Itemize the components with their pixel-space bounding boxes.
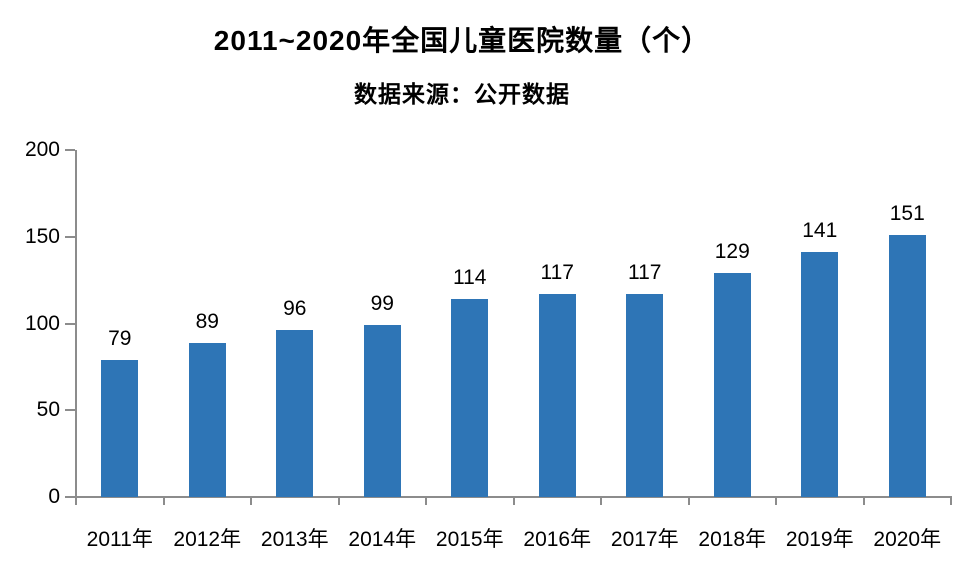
y-tick (65, 149, 75, 151)
x-tick (950, 497, 952, 505)
bar (538, 294, 576, 497)
x-tick-label: 2018年 (698, 528, 767, 551)
bar-value-label: 96 (283, 297, 307, 320)
chart-subtitle: 数据来源：公开数据 (354, 81, 570, 107)
x-tick (75, 497, 77, 505)
x-tick-label: 2015年 (435, 528, 504, 551)
bar-group: 114 (426, 150, 514, 497)
bar (801, 252, 839, 497)
bar-group: 96 (251, 150, 339, 497)
y-axis-line (75, 150, 77, 498)
bar (101, 360, 139, 497)
bar-value-label: 79 (108, 327, 132, 350)
y-tick-label: 150 (24, 224, 60, 248)
x-tick (600, 497, 602, 505)
y-tick (65, 409, 75, 412)
bar-value-label: 151 (889, 202, 925, 225)
bar (713, 273, 751, 497)
x-tick-label: 2016年 (523, 528, 592, 551)
x-tick-label: 2011年 (86, 528, 153, 551)
x-tick (250, 497, 252, 505)
y-tick (65, 322, 75, 325)
x-tick (512, 497, 515, 505)
bar-value-label: 117 (628, 261, 662, 284)
y-axis-ticks: 0 50 100 150 200 (25, 138, 951, 508)
x-tick-label: 2012年 (173, 528, 242, 551)
y-tick-label: 0 (48, 485, 60, 508)
chart-title: 2011~2020年全国儿童医院数量（个） (213, 25, 711, 56)
bar-group: 117 (514, 150, 602, 497)
bar-group: 141 (776, 150, 864, 497)
bar-group: 99 (339, 150, 427, 497)
y-tick (65, 496, 75, 498)
bar-value-label: 117 (540, 261, 574, 284)
plot-area: 0 50 100 150 200 79 89 96 99 114 117 117 129 141 151 (25, 138, 952, 508)
bar-group: 129 (689, 150, 777, 497)
x-tick (687, 497, 690, 505)
bar (888, 235, 926, 497)
bar-value-label: 99 (370, 292, 394, 315)
bar-value-label: 141 (802, 219, 838, 242)
bar (451, 299, 489, 497)
bar-value-label: 129 (714, 240, 750, 263)
bar (626, 294, 664, 497)
y-tick-label: 200 (24, 138, 60, 161)
bar-group: 117 (601, 150, 689, 497)
bar-value-label: 114 (453, 266, 487, 289)
x-tick (162, 497, 165, 505)
y-tick-label: 50 (36, 398, 60, 422)
x-axis-ticks (75, 150, 952, 505)
bar-group: 79 (76, 150, 164, 497)
x-tick-label: 2020年 (873, 528, 942, 551)
y-tick (65, 235, 75, 238)
x-tick-label: 2013年 (260, 528, 329, 551)
x-tick-label: 2019年 (785, 528, 854, 551)
bar-group: 151 (864, 150, 952, 497)
bar (188, 343, 226, 497)
bar-group: 89 (164, 150, 252, 497)
bar (363, 325, 401, 497)
x-tick-label: 2017年 (610, 528, 679, 551)
x-tick (775, 497, 777, 505)
x-axis-labels: 2011年 2012年 2013年 2014年 2015年 2016年 2017年 2018年… (76, 527, 951, 553)
x-tick (337, 497, 340, 505)
bar-value-label: 89 (195, 310, 219, 333)
x-tick (425, 497, 427, 505)
y-tick-label: 100 (24, 311, 60, 335)
x-tick-label: 2014年 (348, 528, 417, 551)
bar (276, 330, 314, 497)
bars-container: 79 89 96 99 114 117 117 129 141 151 (76, 150, 951, 497)
x-tick (862, 497, 865, 505)
